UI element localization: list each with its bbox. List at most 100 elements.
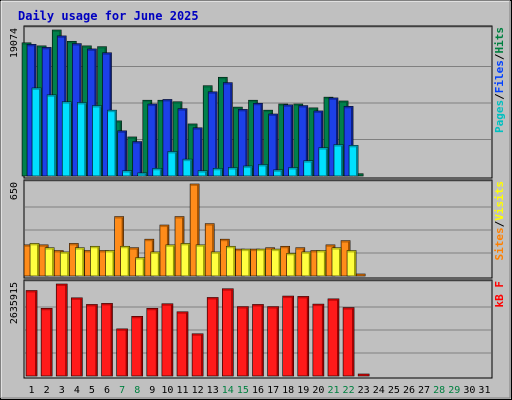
- bar-shade: [124, 131, 127, 176]
- bar-top: [267, 306, 279, 309]
- bar-top: [293, 104, 303, 107]
- bar-shade: [291, 297, 294, 376]
- legend-separator: /: [493, 220, 506, 227]
- bar: [301, 251, 312, 277]
- bar-top: [218, 77, 228, 80]
- bar-top: [32, 87, 42, 90]
- bar-shade: [321, 305, 324, 376]
- bar-shade: [35, 291, 37, 376]
- bar-shade: [37, 244, 39, 276]
- bar-shade: [231, 289, 233, 376]
- bar-shade: [320, 111, 323, 176]
- bar-top: [22, 42, 32, 45]
- bar-top: [175, 216, 185, 219]
- x-tick-label: 13: [207, 385, 219, 396]
- bar-top: [77, 102, 87, 105]
- bar-shade: [140, 317, 143, 376]
- legend-entry: Sites: [493, 227, 506, 260]
- bar: [122, 170, 132, 177]
- bar: [189, 183, 200, 277]
- bar-top: [280, 246, 290, 249]
- bar-top: [137, 172, 147, 175]
- bar-top: [165, 244, 175, 247]
- bar-top: [97, 46, 107, 49]
- bar-shade: [230, 83, 232, 176]
- bar-shade: [235, 168, 237, 176]
- bar-top: [60, 251, 70, 254]
- bar-top: [226, 246, 236, 249]
- bar-shade: [218, 252, 220, 276]
- x-tick-label: 19: [297, 385, 309, 396]
- bar-top: [263, 110, 273, 113]
- bar: [77, 102, 87, 177]
- bar-shade: [172, 245, 175, 276]
- bar-shade: [246, 307, 248, 376]
- bar-top: [147, 104, 157, 107]
- bar-top: [208, 91, 218, 94]
- bar: [282, 295, 294, 377]
- bar-shade: [336, 299, 339, 376]
- bar-top: [99, 250, 109, 253]
- bar: [117, 130, 127, 177]
- bar-top: [150, 251, 160, 254]
- bar-top: [190, 184, 200, 186]
- bar-top: [52, 30, 62, 32]
- bar: [46, 94, 57, 177]
- bar: [206, 297, 219, 377]
- bar: [86, 304, 98, 377]
- bar-top: [341, 240, 351, 243]
- bar-top: [192, 333, 204, 336]
- bar-top: [220, 239, 230, 242]
- bar-shade: [351, 107, 353, 176]
- bar-top: [54, 250, 64, 253]
- bar-top: [325, 244, 335, 247]
- x-tick-label: 21: [327, 385, 339, 396]
- bar-shade: [174, 152, 177, 176]
- x-tick-label: 18: [282, 385, 294, 396]
- bar-shade: [275, 114, 278, 176]
- bar-top: [56, 284, 68, 286]
- bar-shade: [99, 106, 101, 176]
- bar: [342, 307, 355, 377]
- legend-separator: /: [493, 53, 506, 60]
- bar-top: [233, 107, 243, 110]
- bar-top: [356, 274, 366, 276]
- bar-shade: [325, 148, 328, 176]
- x-tick-label: 30: [463, 385, 475, 396]
- bar-top: [152, 168, 162, 171]
- bar-top: [213, 168, 223, 171]
- bar: [210, 251, 221, 277]
- bar-top: [278, 104, 288, 107]
- bar-top: [178, 108, 188, 111]
- bar-top: [177, 311, 189, 314]
- bar: [318, 147, 329, 177]
- bar: [31, 87, 42, 177]
- x-tick-label: 16: [252, 385, 264, 396]
- legend-entry: Hits: [493, 27, 506, 54]
- bar-shade: [352, 308, 354, 376]
- bar: [40, 307, 53, 377]
- bar: [44, 247, 55, 277]
- bar: [165, 244, 176, 277]
- bar-top: [295, 247, 305, 250]
- bar-top: [37, 45, 47, 48]
- bar-shade: [323, 251, 326, 276]
- bar: [256, 248, 266, 277]
- bar-top: [159, 225, 169, 228]
- bar-top: [144, 239, 154, 242]
- bar-top: [238, 109, 248, 112]
- bar: [135, 257, 146, 277]
- bar: [357, 373, 370, 377]
- bar-shade: [82, 248, 84, 276]
- bar-shade: [80, 298, 82, 376]
- bar-top: [131, 316, 143, 319]
- x-tick-label: 23: [358, 385, 370, 396]
- bar-shade: [265, 165, 267, 176]
- bar-shade: [354, 251, 356, 276]
- bar-top: [183, 159, 193, 162]
- bar-top: [316, 250, 326, 253]
- bar-shade: [110, 304, 113, 376]
- bar-shade: [248, 250, 250, 276]
- bar: [61, 101, 72, 177]
- x-tick-label: 6: [104, 385, 110, 396]
